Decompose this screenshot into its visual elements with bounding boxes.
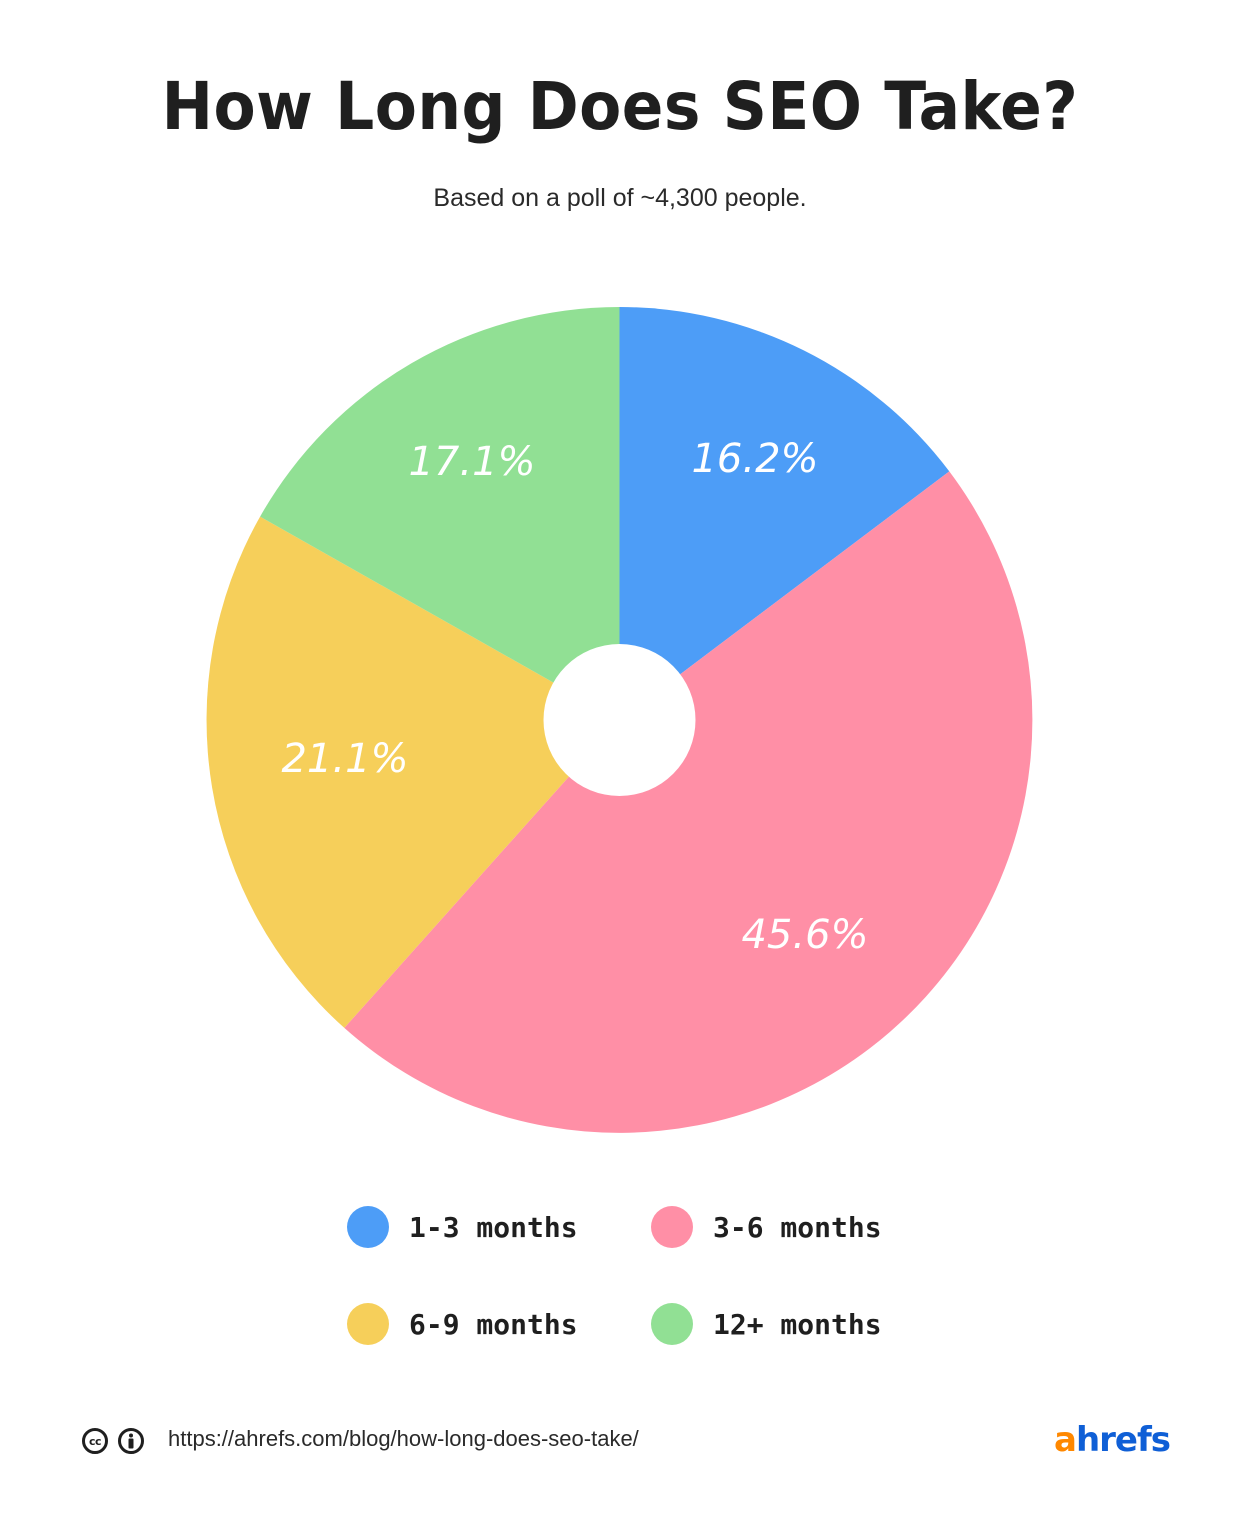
- chart-title: How Long Does SEO Take?: [161, 68, 1079, 145]
- legend-label: 12+ months: [713, 1307, 882, 1341]
- legend-item-6-9-months: 6-9 months: [347, 1303, 578, 1345]
- chart-subtitle: Based on a poll of ~4,300 people.: [433, 184, 807, 212]
- slice-3-6-months: [344, 471, 1033, 1133]
- logo-rest: hrefs: [1075, 1420, 1171, 1460]
- legend-dot-pink-icon: [651, 1206, 693, 1248]
- legend-dot-yellow-icon: [347, 1303, 389, 1345]
- slice-label-6-9-months: 21.1%: [281, 736, 408, 782]
- legend-item-12-plus-months: 12+ months: [651, 1303, 882, 1345]
- legend-dot-blue-icon: [347, 1206, 389, 1248]
- slice-label-3-6-months: 45.6%: [741, 912, 868, 958]
- attribution-icon: [118, 1428, 144, 1454]
- license-icons: cc: [82, 1428, 144, 1454]
- slice-12-plus-months: [260, 307, 620, 720]
- slice-label-12-plus-months: 17.1%: [408, 439, 535, 485]
- legend-dot-green-icon: [651, 1303, 693, 1345]
- legend-item-1-3-months: 1-3 months: [347, 1206, 578, 1248]
- legend-label: 1-3 months: [409, 1210, 578, 1244]
- logo-a: a: [1054, 1420, 1077, 1460]
- slice-1-3-months: [619, 307, 950, 720]
- slice-label-1-3-months: 16.2%: [691, 436, 818, 482]
- donut-hole: [543, 644, 696, 796]
- source-url[interactable]: https://ahrefs.com/blog/how-long-does-se…: [168, 1426, 639, 1451]
- slice-6-9-months: [206, 516, 620, 1028]
- legend-label: 6-9 months: [409, 1307, 578, 1341]
- legend-item-3-6-months: 3-6 months: [651, 1206, 882, 1248]
- cc-icon: cc: [82, 1428, 108, 1454]
- ahrefs-logo: ahrefs: [1054, 1420, 1171, 1460]
- legend-label: 3-6 months: [713, 1210, 882, 1244]
